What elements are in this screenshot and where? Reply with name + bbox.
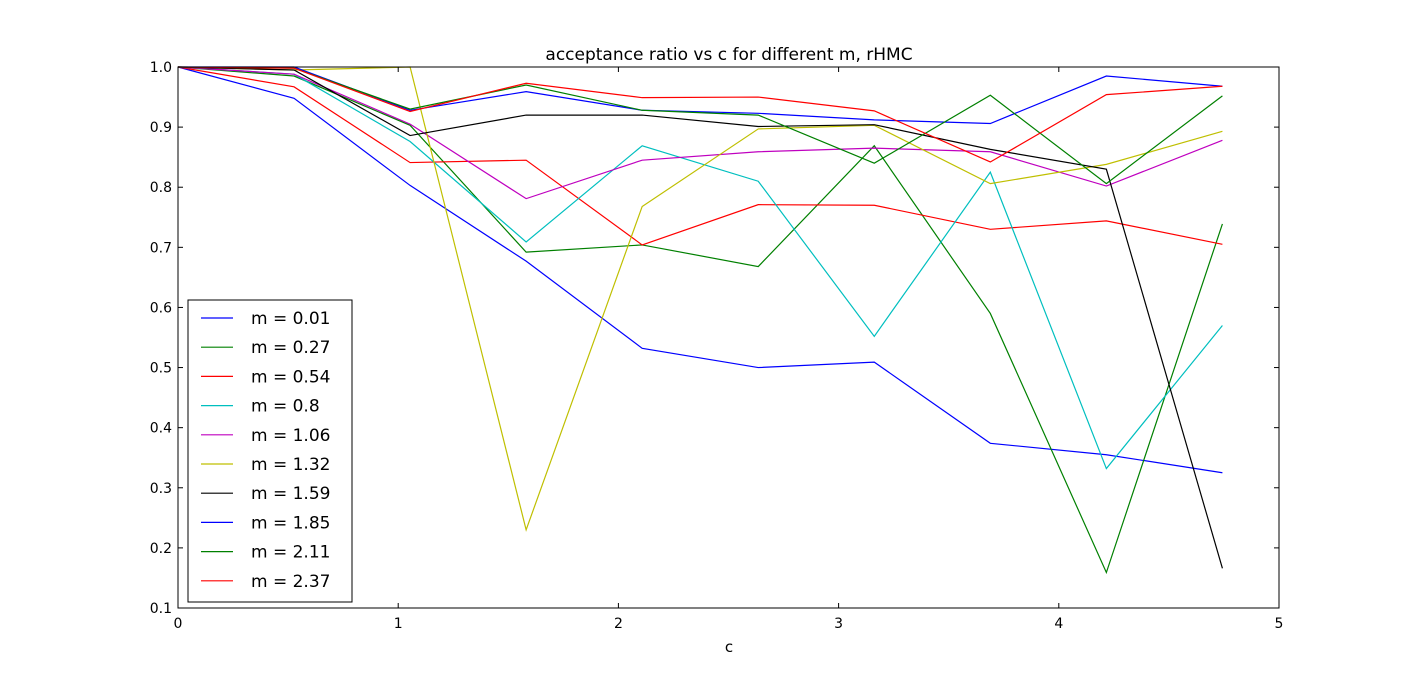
x-tick-label: 1: [394, 616, 403, 632]
x-tick-label: 0: [174, 616, 183, 632]
legend-label: m = 0.8: [251, 397, 320, 417]
series-line-3: [177, 66, 1223, 470]
plot-area-frame: [177, 66, 1280, 609]
y-tick-label: 0.2: [150, 541, 172, 557]
chart-title: acceptance ratio vs c for different m, r…: [545, 45, 912, 65]
legend-label: m = 0.01: [251, 309, 330, 329]
legend-label: m = 1.32: [251, 455, 330, 475]
series-line-8: [177, 66, 1223, 185]
x-tick-label: 3: [834, 616, 843, 632]
y-tick-label: 0.1: [150, 601, 172, 617]
legend-label: m = 0.27: [251, 338, 330, 358]
series-line-9: [177, 66, 1223, 163]
series-lines: [177, 66, 1223, 575]
x-tick-label: 5: [1275, 616, 1284, 632]
y-tick-label: 0.4: [150, 421, 172, 437]
y-tick-label: 0.5: [150, 361, 172, 377]
x-axis-label: c: [725, 638, 733, 656]
series-line-4: [177, 66, 1223, 200]
x-tick-label: 4: [1054, 616, 1063, 632]
y-tick-label: 0.3: [150, 481, 172, 497]
y-tick-label: 0.8: [150, 180, 172, 196]
y-tick-label: 0.7: [150, 240, 172, 256]
series-line-2: [177, 66, 1223, 246]
y-tick-label: 0.6: [150, 300, 172, 316]
legend-label: m = 2.11: [251, 543, 330, 563]
x-tick-label: 2: [614, 616, 623, 632]
axis-ticks: 0 1 2 3 4 5 0.1 0.2 0.3 0.4 0.5 0.6 0.7 0.8 0.9 1.0: [150, 60, 1284, 632]
y-tick-label: 1.0: [150, 60, 172, 76]
series-line-1: [177, 66, 1223, 575]
legend-label: m = 1.59: [251, 484, 330, 504]
legend: m = 0.01 m = 0.27 m = 0.54 m = 0.8 m = 1.06 m…: [187, 299, 353, 603]
series-line-7: [178, 66, 1223, 125]
series-line-6: [177, 66, 1223, 569]
legend-label: m = 1.85: [251, 513, 330, 533]
legend-label: m = 2.37: [251, 572, 330, 592]
legend-label: m = 1.06: [251, 426, 330, 446]
y-tick-label: 0.9: [150, 120, 172, 136]
series-line-5: [177, 66, 1223, 532]
legend-label: m = 0.54: [251, 367, 330, 387]
series-line-0: [177, 66, 1223, 474]
